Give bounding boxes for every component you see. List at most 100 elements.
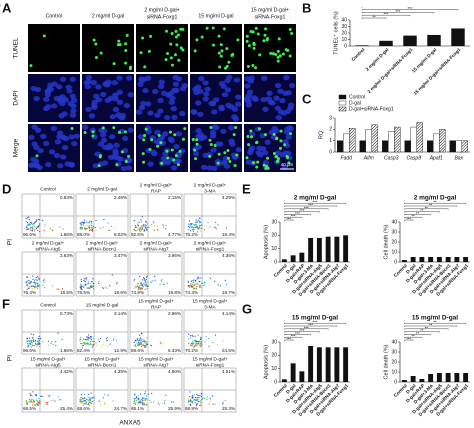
- event: [195, 342, 197, 344]
- event: [33, 225, 36, 227]
- event: [191, 401, 193, 403]
- event: [157, 402, 160, 404]
- event: [37, 401, 40, 404]
- event: [197, 226, 199, 228]
- event: [25, 220, 27, 223]
- event: [197, 334, 199, 336]
- sig-bracket: [404, 325, 458, 327]
- event: [214, 334, 217, 336]
- nucleus: [218, 80, 226, 87]
- plot-title: siRNA-Atg7: [143, 362, 168, 368]
- tunel-cell: [226, 156, 230, 160]
- tunel-cell: [98, 155, 102, 159]
- event: [196, 340, 198, 343]
- quadrant-lr: 6.33%: [168, 348, 181, 353]
- nucleus: [209, 129, 217, 136]
- event: [34, 341, 37, 343]
- event: [83, 219, 86, 221]
- event: [26, 276, 29, 278]
- event: [216, 344, 218, 346]
- nucleus: [44, 92, 51, 98]
- event: [79, 400, 81, 402]
- tunel-cell: [124, 48, 128, 52]
- quadrant-ll: 82.4%: [77, 348, 90, 353]
- event: [33, 281, 35, 283]
- event: [79, 336, 82, 338]
- event: [81, 400, 83, 402]
- panel-label: F: [2, 296, 10, 311]
- event: [203, 398, 206, 400]
- nucleus: [100, 137, 108, 143]
- y-axis-label: Cell death (%): [383, 344, 389, 379]
- event: [92, 340, 94, 342]
- event: [140, 219, 142, 221]
- nucleus: [152, 88, 159, 95]
- event: [141, 345, 144, 347]
- event: [26, 228, 29, 231]
- tunel-cell: [173, 133, 177, 137]
- event: [190, 401, 192, 403]
- nucleus: [252, 96, 259, 102]
- event: [54, 400, 56, 403]
- event: [38, 284, 41, 286]
- event: [133, 402, 135, 405]
- event: [47, 400, 49, 403]
- event: [53, 399, 55, 401]
- bar: [410, 126, 417, 153]
- y-tick-label: 20: [271, 233, 277, 239]
- panel-label: E: [242, 181, 251, 196]
- event: [28, 228, 30, 230]
- event: [38, 343, 40, 346]
- event: [191, 226, 193, 228]
- event: [35, 220, 37, 223]
- nucleus: [154, 129, 161, 135]
- nucleus: [222, 155, 230, 162]
- bar: [281, 259, 287, 262]
- event: [87, 334, 90, 336]
- event: [144, 284, 146, 286]
- x-tick-label: Fadd: [341, 155, 353, 161]
- event: [103, 286, 105, 288]
- event: [139, 276, 141, 278]
- tunel-cell: [120, 150, 124, 154]
- y-tick-label: 20: [391, 359, 397, 365]
- nucleus: [85, 106, 92, 113]
- nucleus: [37, 148, 44, 154]
- event: [95, 219, 97, 222]
- tunel-cell: [264, 27, 268, 31]
- tunel-cell: [250, 135, 254, 139]
- y-tick-label: 0: [329, 149, 332, 155]
- event: [187, 281, 189, 284]
- x-tick-label: Casp8: [407, 155, 422, 161]
- quadrant-ll: 74.3%: [185, 290, 198, 295]
- event: [154, 275, 156, 278]
- x-tick-label: D-gal: [405, 383, 417, 395]
- sig-bracket: [404, 202, 466, 205]
- event: [26, 284, 28, 286]
- tunel-cell: [285, 154, 289, 158]
- sig-label: **: [411, 214, 415, 219]
- plot-title: 2 mg/ml D-gal+: [140, 182, 173, 188]
- event: [80, 394, 83, 396]
- nucleus: [32, 162, 40, 169]
- micrograph: [28, 24, 80, 72]
- event: [47, 403, 49, 405]
- nucleus: [260, 96, 267, 103]
- event: [98, 341, 101, 343]
- event: [89, 288, 91, 290]
- event: [32, 342, 34, 344]
- tunel-cell: [246, 64, 250, 68]
- y-tick-label: 0: [394, 259, 397, 265]
- tunel-cell: [125, 33, 129, 37]
- tunel-cell: [219, 43, 223, 47]
- event: [142, 277, 145, 279]
- event: [85, 339, 88, 341]
- y-tick-label: 10: [341, 37, 347, 43]
- event: [81, 280, 83, 283]
- y-tick-label: 20: [271, 353, 277, 359]
- event: [27, 346, 29, 348]
- plot-title: 2 mg/ml D-gal+: [194, 240, 227, 246]
- y-tick-label: 0: [274, 259, 277, 265]
- event: [194, 398, 196, 401]
- event: [197, 228, 200, 230]
